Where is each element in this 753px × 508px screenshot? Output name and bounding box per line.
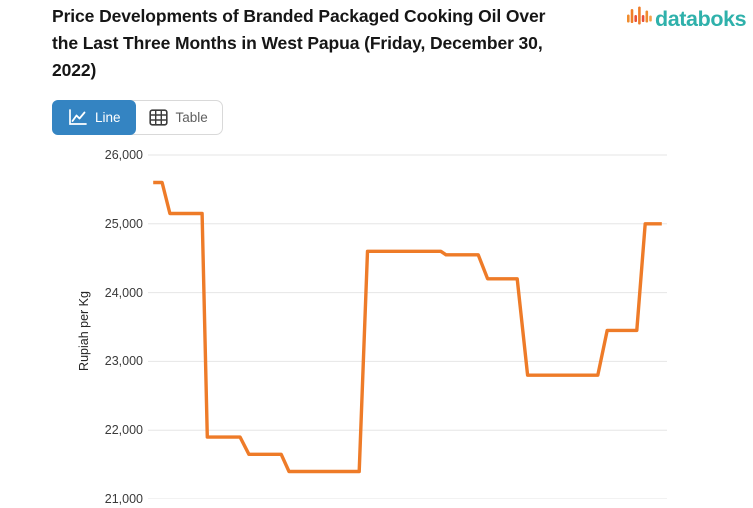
y-axis-tick-label: 23,000	[104, 354, 143, 368]
line-chart-icon	[67, 109, 87, 126]
table-view-label: Table	[175, 110, 208, 125]
page-title-line: 2022)	[52, 60, 97, 80]
page-title-line: Price Developments of Branded Packaged C…	[52, 6, 546, 26]
databoks-bars-icon	[626, 5, 653, 32]
y-axis-tick-label: 21,000	[104, 492, 143, 506]
y-axis-tick-label: 26,000	[104, 148, 143, 162]
page-title-line: the Last Three Months in West Papua (Fri…	[52, 33, 543, 53]
y-axis-tick-label: 25,000	[104, 217, 143, 231]
brand-name: databoks	[655, 6, 747, 31]
plot-svg[interactable]	[147, 150, 667, 499]
price-line-series[interactable]	[153, 180, 662, 474]
databoks-logo[interactable]: databoks	[626, 5, 747, 32]
line-view-button[interactable]: Line	[52, 100, 136, 135]
table-view-button[interactable]: Table	[135, 101, 222, 134]
table-icon	[148, 109, 168, 126]
line-view-label: Line	[95, 110, 121, 125]
chart-view-toggle: Line Table	[52, 100, 223, 135]
y-axis-tick-label: 24,000	[104, 286, 143, 300]
y-axis-tick-label: 22,000	[104, 423, 143, 437]
page-title: Price Developments of Branded Packaged C…	[52, 3, 546, 84]
